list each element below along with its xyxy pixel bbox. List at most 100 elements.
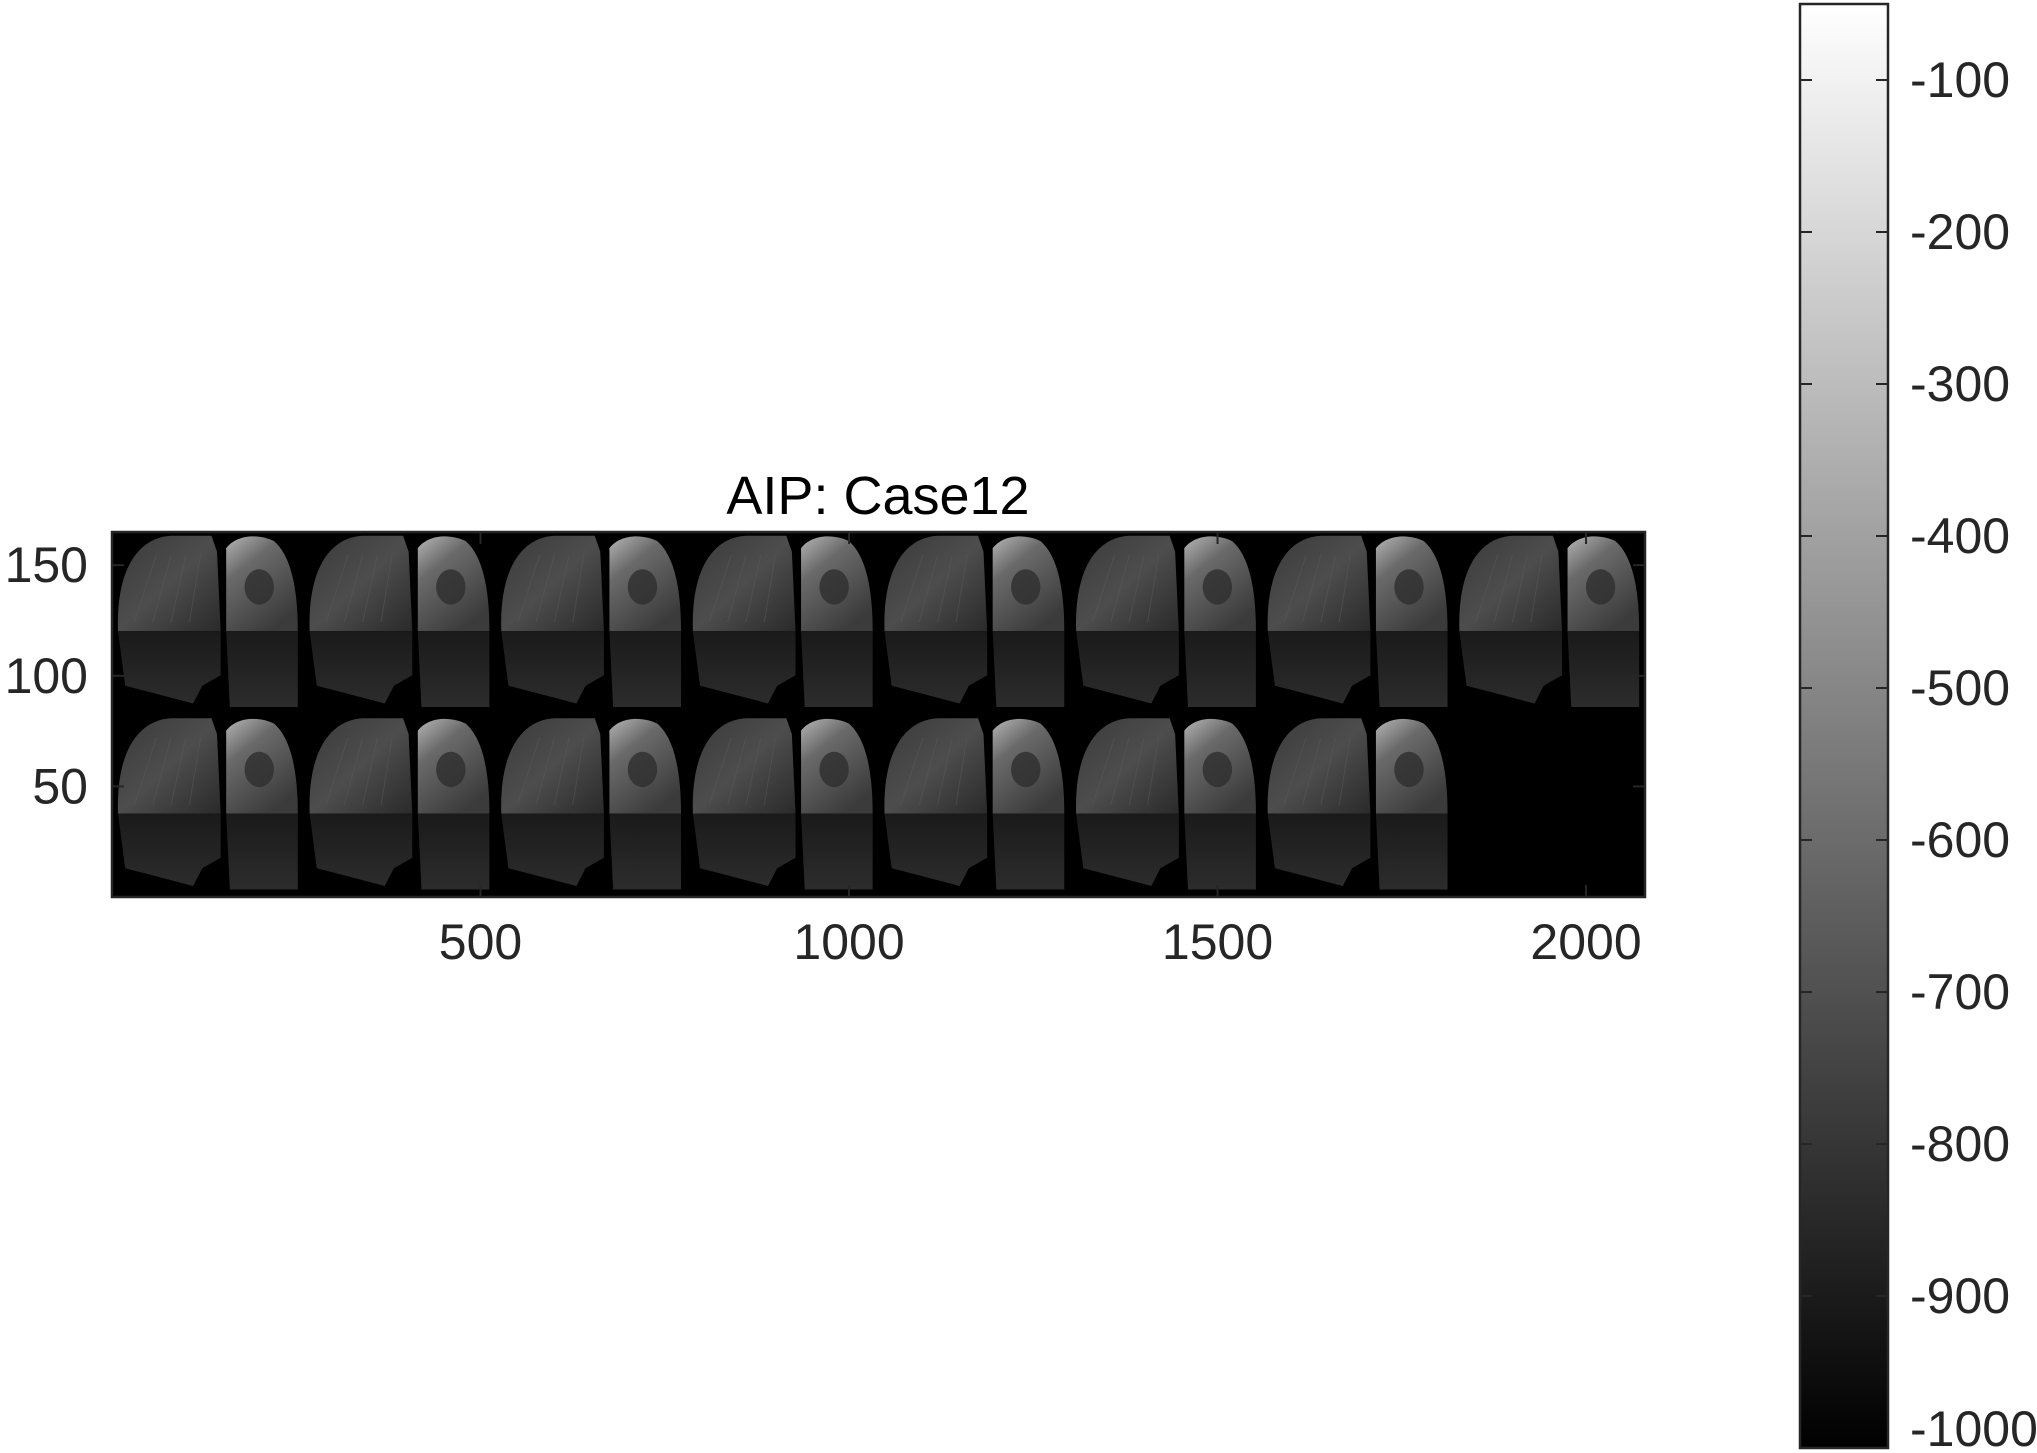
texture-streak [362,737,378,805]
left-lung-region [117,718,221,814]
colorbar-tick-label: -900 [1910,1268,2010,1324]
texture-streak [152,737,172,805]
left-lower-region [501,631,604,704]
texture-streak [1092,555,1115,623]
montage-tile [1267,718,1448,890]
texture-spot [819,569,849,605]
right-lower-region [609,813,682,890]
texture-spot [1394,569,1424,605]
left-lower-region [309,813,413,886]
x-tick-label: 1000 [793,914,904,970]
texture-streak [170,737,187,805]
texture-streak [133,737,157,805]
left-lower-region [118,813,221,886]
montage-tile [884,718,1065,890]
right-lower-region [801,631,873,707]
texture-streak [955,555,968,623]
left-lung-region [884,535,988,632]
texture-streak [1147,555,1160,623]
texture-streak [1301,555,1322,623]
texture-spot [436,569,466,605]
texture-spot [1585,569,1616,605]
texture-streak [535,737,555,805]
texture-spot [1011,751,1041,788]
right-lower-region [992,813,1065,890]
left-lung-region [117,535,221,632]
montage-tile [501,535,682,707]
texture-streak [343,555,364,623]
texture-streak [1338,555,1351,623]
y-tick-label: 50 [32,758,88,814]
x-axis-ticks: 500 1000 1500 2000 [439,532,1642,970]
texture-streak [170,555,187,623]
colorbar-ticks: -100 -200 -300 -400 -500 -600 -700 -800 -900 -100… [1800,52,2037,1453]
left-lower-region [1267,631,1371,704]
left-lower-region [1267,813,1371,886]
texture-streak [535,555,555,623]
texture-streak [152,555,172,623]
texture-streak [918,737,939,805]
montage-tile [117,535,298,707]
right-lower-region [226,813,298,890]
y-axis-ticks: 150 100 50 [5,537,1645,814]
left-lower-region [884,631,988,704]
right-lower-region [417,631,490,707]
right-lower-region [1567,631,1640,707]
texture-streak [1092,737,1115,805]
montage-tile [692,535,873,707]
texture-spot [244,569,274,605]
left-lower-region [884,813,988,886]
y-tick-label: 100 [5,648,88,704]
texture-streak [188,555,201,623]
colorbar-tick-label: -100 [1910,52,2010,108]
left-lung-region [309,535,413,632]
x-tick-label: 1500 [1162,914,1273,970]
right-lower-region [1184,813,1256,890]
texture-streak [1128,737,1145,805]
texture-streak [900,737,924,805]
texture-streak [900,555,924,623]
texture-streak [380,555,393,623]
left-lower-region [692,813,796,886]
texture-streak [1301,737,1322,805]
texture-streak [955,737,968,805]
montage-tile [692,718,873,890]
texture-spot [244,751,274,788]
texture-spot [627,569,658,605]
texture-streak [188,737,201,805]
left-lung-region [692,535,796,632]
texture-streak [918,555,939,623]
texture-streak [727,737,747,805]
texture-streak [343,737,364,805]
left-lung-region [1075,535,1179,632]
right-lower-region [1375,631,1448,707]
texture-streak [325,555,349,623]
texture-streak [1110,555,1130,623]
texture-streak [708,737,732,805]
left-lung-region [1459,535,1563,632]
colorbar-tick-label: -300 [1910,356,2010,412]
texture-streak [1511,555,1528,623]
montage-tile [501,718,682,890]
montage-tile [1075,718,1256,890]
left-lung-region [1267,718,1371,814]
texture-spot [1394,751,1424,788]
texture-streak [380,737,393,805]
left-lung-region [501,718,604,814]
montage-tile [1075,535,1256,707]
texture-streak [727,555,747,623]
left-lung-region [501,535,604,632]
texture-streak [745,737,762,805]
montage-tile [117,718,298,890]
x-tick-label: 2000 [1530,914,1641,970]
texture-streak [937,737,953,805]
left-lower-region [501,813,604,886]
texture-streak [1338,737,1351,805]
texture-streak [1530,555,1543,623]
texture-streak [1283,737,1307,805]
montage-tile [309,718,490,890]
texture-streak [1493,555,1513,623]
right-lower-region [992,631,1065,707]
texture-streak [362,555,378,623]
chart-title: AIP: Case12 [726,466,1029,526]
